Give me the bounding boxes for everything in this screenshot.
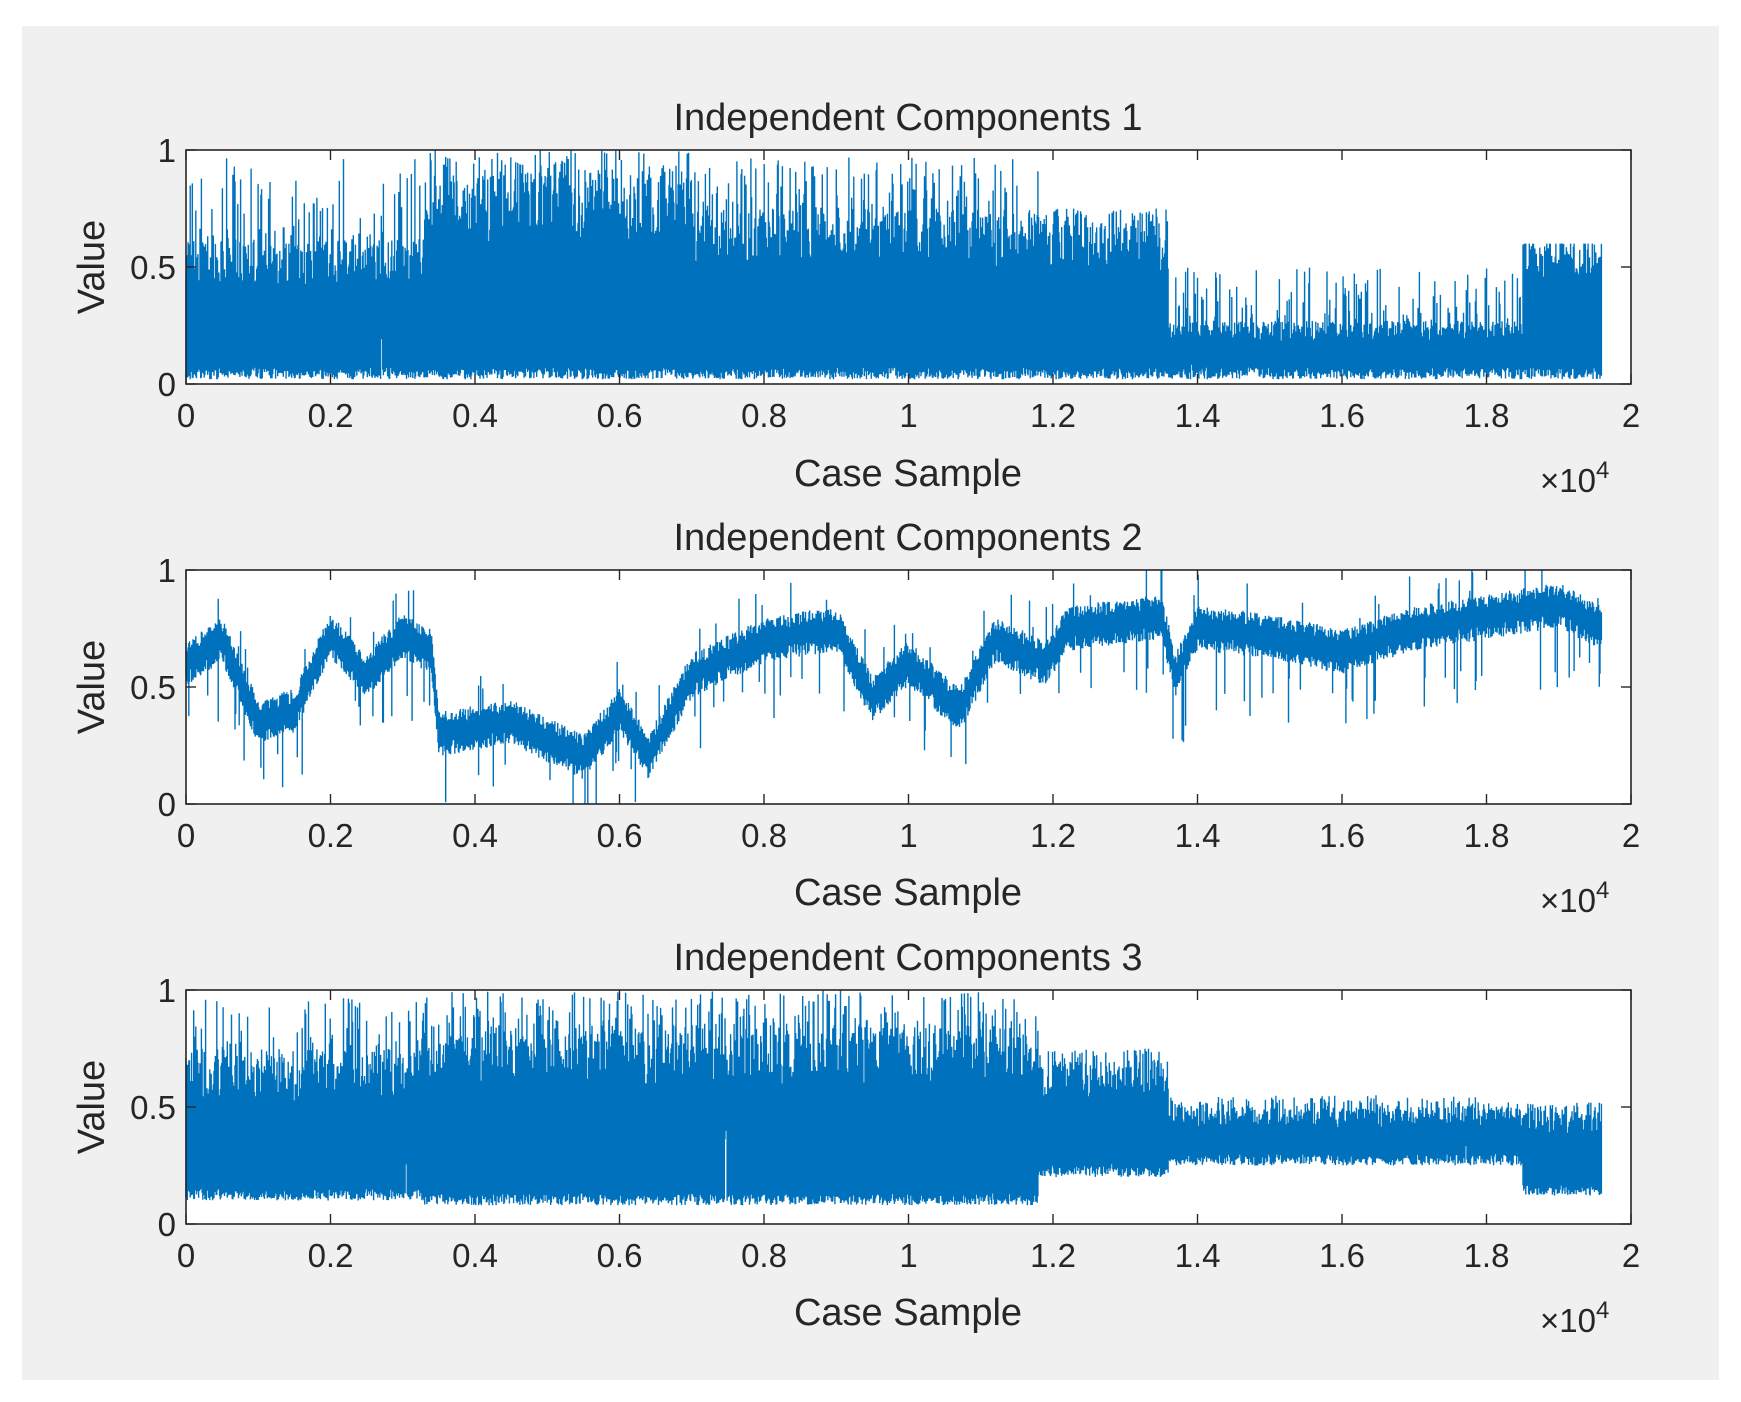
x-tick-label: 1 <box>899 817 917 854</box>
x-axis-label: Case Sample <box>794 453 1022 495</box>
x-tick-label: 1.4 <box>1175 817 1221 854</box>
x-tick-label: 1.8 <box>1464 817 1510 854</box>
x-tick-label: 0.4 <box>452 817 498 854</box>
x-tick-label: 1.8 <box>1464 397 1510 434</box>
y-tick-label: 0 <box>158 366 176 403</box>
x-exponent-label: ×104 <box>1540 877 1609 919</box>
x-tick-label: 0.6 <box>597 817 643 854</box>
x-tick-label: 1.6 <box>1319 397 1365 434</box>
x-tick-label: 1.8 <box>1464 1237 1510 1274</box>
x-tick-label: 0.4 <box>452 1237 498 1274</box>
x-exponent-power: 4 <box>1596 1297 1609 1324</box>
x-exponent-label: ×104 <box>1540 457 1609 499</box>
x-tick-label: 2 <box>1622 1237 1640 1274</box>
x-exponent-base: ×10 <box>1540 462 1596 499</box>
x-exponent-label: ×104 <box>1540 1297 1609 1339</box>
x-tick-label: 0.8 <box>741 817 787 854</box>
y-tick-label: 0.5 <box>130 669 176 706</box>
x-tick-label: 1.6 <box>1319 817 1365 854</box>
ticks: 0 0.2 0.4 0.6 0.8 1 1.2 1.4 1.6 1.8 2 0 0.5 1 <box>130 552 1640 854</box>
x-tick-label: 0 <box>177 817 195 854</box>
chart-title: Independent Components 2 <box>673 517 1142 559</box>
y-axis-label: Value <box>71 1060 113 1154</box>
subplot-3: Independent Components 3 0 0.2 0.4 0.6 0.8 1 1… <box>71 937 1640 1339</box>
y-tick-label: 0 <box>158 786 176 823</box>
ticks: 0 0.2 0.4 0.6 0.8 1 1.2 1.4 1.6 1.8 2 0 0.5 1 <box>130 972 1640 1274</box>
x-tick-label: 0 <box>177 1237 195 1274</box>
y-tick-label: 0 <box>158 1206 176 1243</box>
y-tick-label: 1 <box>158 132 176 169</box>
y-tick-label: 1 <box>158 552 176 589</box>
y-tick-label: 0.5 <box>130 1089 176 1126</box>
x-tick-label: 0.8 <box>741 1237 787 1274</box>
x-tick-label: 1.6 <box>1319 1237 1365 1274</box>
x-axis-label: Case Sample <box>794 1292 1022 1334</box>
x-tick-label: 0.8 <box>741 397 787 434</box>
x-exponent-power: 4 <box>1596 457 1609 484</box>
x-exponent-base: ×10 <box>1540 882 1596 919</box>
chart-title: Independent Components 3 <box>673 937 1142 979</box>
x-tick-label: 2 <box>1622 817 1640 854</box>
x-tick-label: 1 <box>899 397 917 434</box>
x-tick-label: 0.2 <box>308 817 354 854</box>
x-tick-label: 1.2 <box>1030 1237 1076 1274</box>
axes-area <box>186 570 1631 804</box>
x-tick-label: 1.2 <box>1030 817 1076 854</box>
x-tick-label: 1.4 <box>1175 397 1221 434</box>
y-tick-label: 1 <box>158 972 176 1009</box>
x-tick-label: 0.2 <box>308 397 354 434</box>
x-exponent-base: ×10 <box>1540 1302 1596 1339</box>
chart-title: Independent Components 1 <box>673 97 1142 139</box>
x-exponent-power: 4 <box>1596 877 1609 904</box>
x-tick-label: 0.6 <box>597 1237 643 1274</box>
subplot-2: Independent Components 2 0 0.2 0.4 0.6 0.8 1 1… <box>71 517 1640 919</box>
x-axis-label: Case Sample <box>794 872 1022 914</box>
x-tick-label: 1.4 <box>1175 1237 1221 1274</box>
x-tick-label: 0.2 <box>308 1237 354 1274</box>
x-tick-label: 1.2 <box>1030 397 1076 434</box>
x-tick-label: 0.4 <box>452 397 498 434</box>
y-axis-label: Value <box>71 640 113 734</box>
x-tick-label: 0.6 <box>597 397 643 434</box>
y-axis-label: Value <box>71 220 113 314</box>
x-tick-label: 0 <box>177 397 195 434</box>
x-tick-label: 1 <box>899 1237 917 1274</box>
subplot-1: Independent Components 1 0 0.2 0.4 0.6 0.8 1 1… <box>71 97 1640 499</box>
x-tick-label: 2 <box>1622 397 1640 434</box>
y-tick-label: 0.5 <box>130 249 176 286</box>
ticks: 0 0.2 0.4 0.6 0.8 1 1.2 1.4 1.6 1.8 2 0 0.5 1 <box>130 132 1640 434</box>
